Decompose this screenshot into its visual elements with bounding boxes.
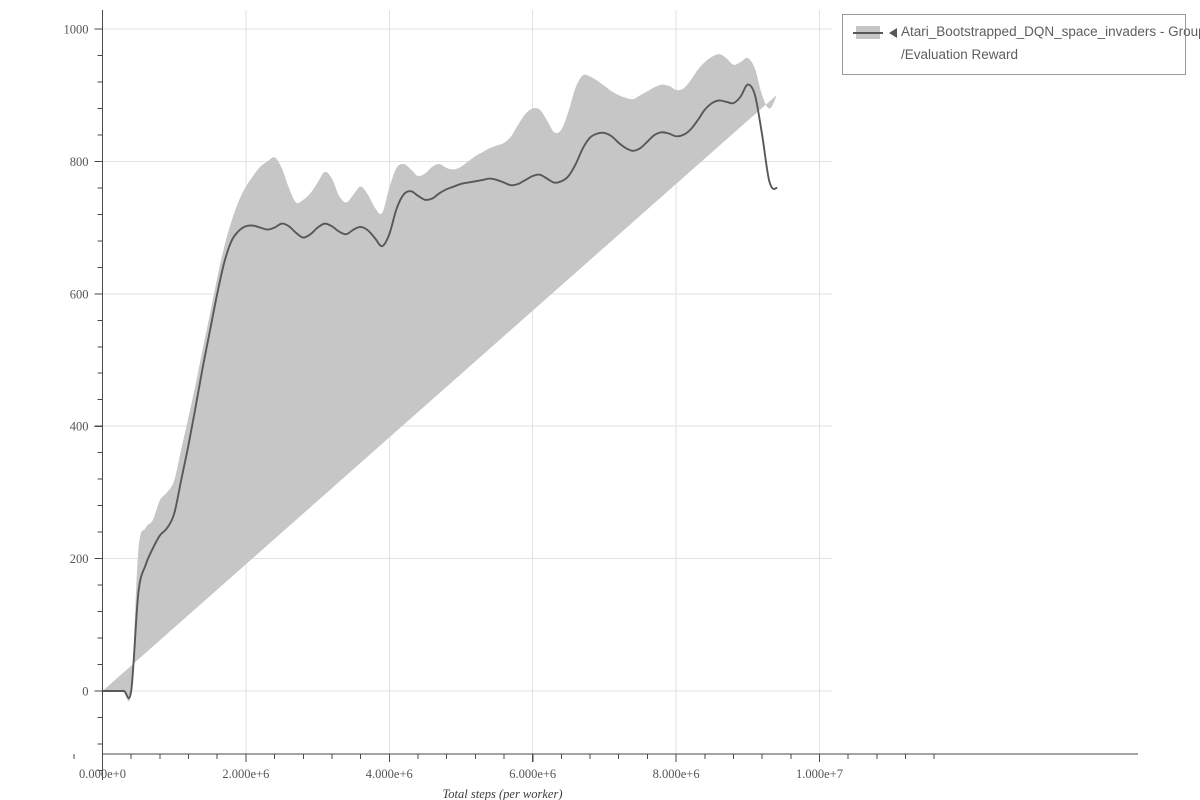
x-tick-label: 8.000e+6: [653, 767, 700, 781]
x-tick-label: 0.000e+0: [79, 767, 126, 781]
x-axis-title: Total steps (per worker): [442, 787, 562, 800]
x-tick-label: 2.000e+6: [222, 767, 269, 781]
y-tick-label: 600: [70, 287, 89, 301]
ticks-group: [73, 28, 935, 771]
series-swatch-icon: [853, 24, 883, 41]
x-tick-label: 4.000e+6: [366, 767, 413, 781]
legend-item[interactable]: Atari_Bootstrapped_DQN_space_invaders - …: [853, 23, 1200, 41]
y-tick-label: 800: [70, 155, 89, 169]
legend-label-line2: /Evaluation Reward: [901, 47, 1019, 62]
x-tick-label: 1.000e+7: [796, 767, 843, 781]
axes-group: [101, 10, 1138, 780]
triangle-left-icon[interactable]: [889, 28, 897, 38]
legend[interactable]: Atari_Bootstrapped_DQN_space_invaders - …: [842, 14, 1200, 75]
x-tick-label: 6.000e+6: [509, 767, 556, 781]
legend-label-line1: Atari_Bootstrapped_DQN_space_invaders - …: [901, 24, 1200, 39]
series-line[interactable]: [101, 83, 778, 700]
y-tick-label: 1000: [64, 23, 89, 37]
axis-title-group: Total steps (per worker): [442, 787, 562, 800]
mean-line-group: [101, 83, 778, 700]
tick-labels-group: 0.000e+0 2.000e+6 4.000e+6 6.000e+6 8.000e+6…: [64, 23, 843, 782]
confidence-band-group: [102, 54, 777, 702]
y-tick-label: 400: [70, 420, 89, 434]
confidence-band: [102, 54, 777, 702]
y-tick-label: 200: [70, 552, 89, 566]
y-tick-label: 0: [82, 685, 88, 699]
